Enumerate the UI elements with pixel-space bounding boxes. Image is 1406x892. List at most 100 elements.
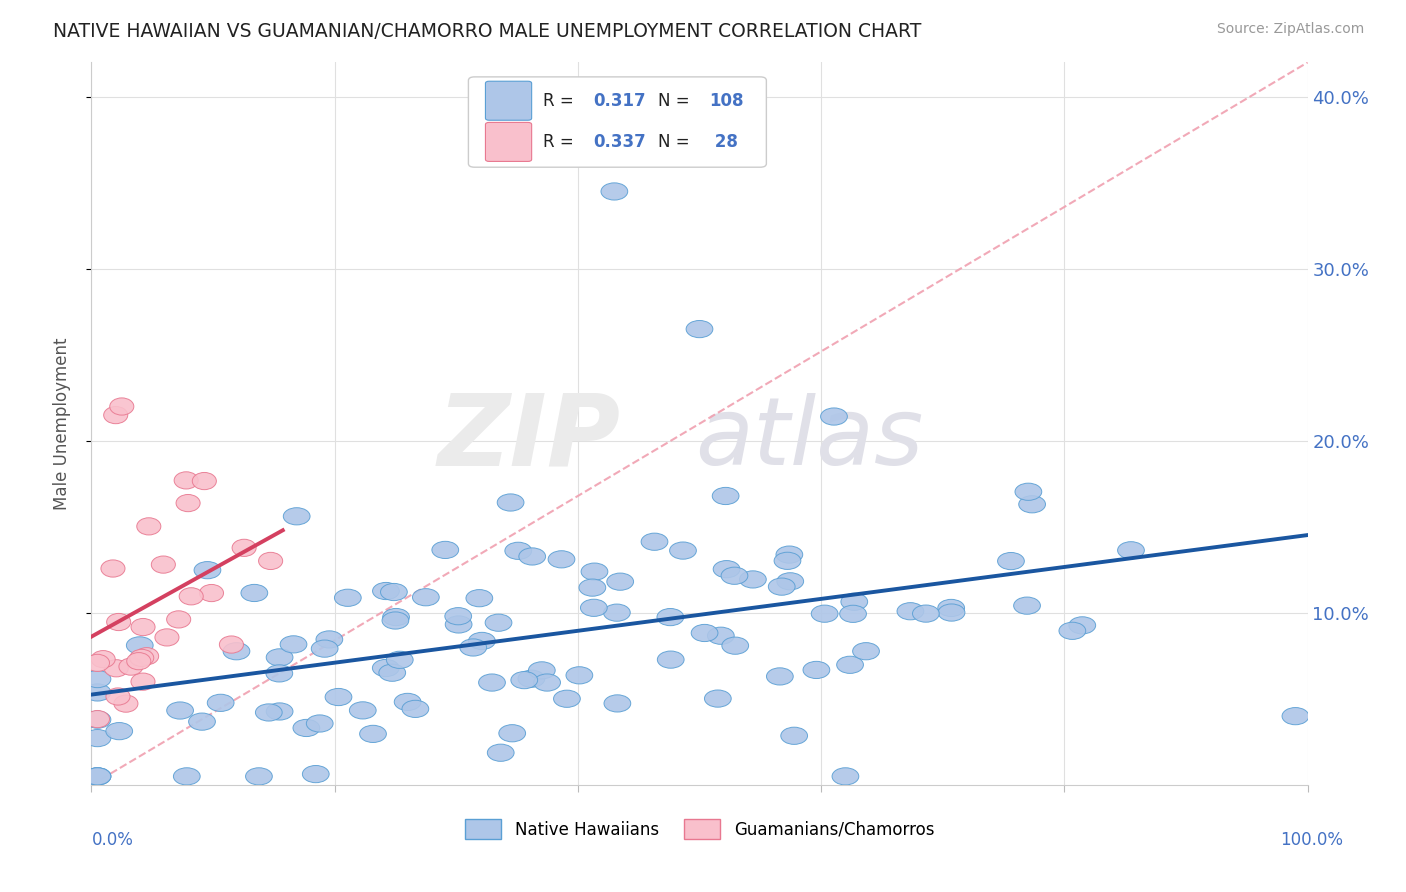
Ellipse shape <box>114 695 138 712</box>
Ellipse shape <box>534 674 561 691</box>
Text: Source: ZipAtlas.com: Source: ZipAtlas.com <box>1216 22 1364 37</box>
Ellipse shape <box>478 674 505 691</box>
Ellipse shape <box>498 494 524 511</box>
Ellipse shape <box>266 648 292 666</box>
Ellipse shape <box>382 612 409 629</box>
Ellipse shape <box>283 508 311 524</box>
Ellipse shape <box>101 560 125 577</box>
Ellipse shape <box>335 590 361 607</box>
Ellipse shape <box>897 603 924 620</box>
Ellipse shape <box>600 183 627 200</box>
Text: R =: R = <box>543 92 579 110</box>
Ellipse shape <box>1118 541 1144 559</box>
Ellipse shape <box>381 583 408 600</box>
Ellipse shape <box>266 665 292 682</box>
Ellipse shape <box>152 556 176 574</box>
Text: 28: 28 <box>709 133 738 151</box>
Ellipse shape <box>373 659 399 677</box>
Text: 0.337: 0.337 <box>593 133 647 151</box>
Ellipse shape <box>468 632 495 649</box>
Ellipse shape <box>188 713 215 731</box>
Ellipse shape <box>713 560 740 578</box>
Ellipse shape <box>713 487 740 505</box>
Ellipse shape <box>84 768 111 785</box>
Ellipse shape <box>1015 483 1042 500</box>
Ellipse shape <box>912 605 939 623</box>
Ellipse shape <box>167 702 194 719</box>
Ellipse shape <box>488 744 515 762</box>
Ellipse shape <box>325 689 352 706</box>
Ellipse shape <box>780 727 807 745</box>
Ellipse shape <box>104 660 128 677</box>
Ellipse shape <box>548 550 575 568</box>
Ellipse shape <box>207 694 233 712</box>
Ellipse shape <box>131 618 155 636</box>
Ellipse shape <box>224 642 250 660</box>
Ellipse shape <box>167 611 191 628</box>
FancyBboxPatch shape <box>485 122 531 161</box>
Ellipse shape <box>110 398 134 415</box>
Ellipse shape <box>776 546 803 563</box>
Ellipse shape <box>135 648 159 665</box>
Ellipse shape <box>402 700 429 717</box>
Ellipse shape <box>105 688 129 705</box>
Ellipse shape <box>579 579 606 596</box>
Ellipse shape <box>280 636 307 653</box>
Ellipse shape <box>120 658 143 675</box>
Ellipse shape <box>1014 597 1040 615</box>
Ellipse shape <box>200 584 224 601</box>
Ellipse shape <box>378 665 405 681</box>
Ellipse shape <box>127 653 150 670</box>
Ellipse shape <box>839 606 866 623</box>
Ellipse shape <box>302 765 329 782</box>
Text: NATIVE HAWAIIAN VS GUAMANIAN/CHAMORRO MALE UNEMPLOYMENT CORRELATION CHART: NATIVE HAWAIIAN VS GUAMANIAN/CHAMORRO MA… <box>53 22 922 41</box>
Ellipse shape <box>1282 707 1309 724</box>
Ellipse shape <box>1019 496 1046 513</box>
Ellipse shape <box>707 627 734 644</box>
Ellipse shape <box>460 639 486 657</box>
Y-axis label: Male Unemployment: Male Unemployment <box>52 337 70 510</box>
Ellipse shape <box>768 578 796 595</box>
Ellipse shape <box>519 548 546 565</box>
Ellipse shape <box>529 662 555 679</box>
Text: R =: R = <box>543 133 579 151</box>
Ellipse shape <box>136 517 160 535</box>
Ellipse shape <box>554 690 581 707</box>
Ellipse shape <box>84 684 111 701</box>
Ellipse shape <box>179 588 204 605</box>
Ellipse shape <box>603 604 630 621</box>
Ellipse shape <box>465 590 492 607</box>
Ellipse shape <box>412 589 439 606</box>
Ellipse shape <box>382 608 409 625</box>
Ellipse shape <box>832 768 859 785</box>
Ellipse shape <box>266 703 292 720</box>
Ellipse shape <box>686 320 713 338</box>
Ellipse shape <box>581 563 607 580</box>
Ellipse shape <box>155 629 179 646</box>
Ellipse shape <box>246 768 273 785</box>
Text: 0.317: 0.317 <box>593 92 647 110</box>
Ellipse shape <box>129 649 153 666</box>
Ellipse shape <box>446 615 472 633</box>
Ellipse shape <box>766 668 793 685</box>
Ellipse shape <box>84 730 111 747</box>
Ellipse shape <box>394 693 420 711</box>
Ellipse shape <box>657 608 683 625</box>
Ellipse shape <box>105 723 132 739</box>
Text: 108: 108 <box>709 92 744 110</box>
Ellipse shape <box>84 768 111 785</box>
Ellipse shape <box>499 724 526 742</box>
Text: 100.0%: 100.0% <box>1279 831 1343 849</box>
Ellipse shape <box>173 768 200 785</box>
Ellipse shape <box>778 573 804 590</box>
Ellipse shape <box>505 542 531 559</box>
Ellipse shape <box>567 666 593 684</box>
Ellipse shape <box>485 614 512 632</box>
Ellipse shape <box>86 710 110 728</box>
Ellipse shape <box>692 624 718 641</box>
Ellipse shape <box>311 640 337 657</box>
Ellipse shape <box>641 533 668 550</box>
Ellipse shape <box>938 604 965 621</box>
Ellipse shape <box>84 711 111 728</box>
Text: atlas: atlas <box>695 392 924 483</box>
